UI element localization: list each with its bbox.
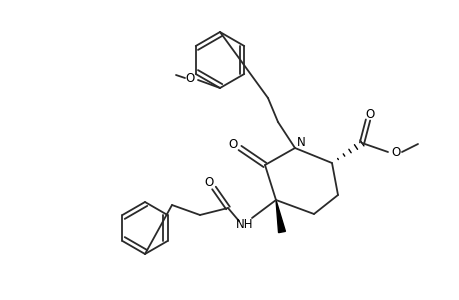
Text: N: N — [296, 136, 305, 149]
Text: O: O — [391, 146, 400, 158]
Text: NH: NH — [236, 218, 253, 232]
Text: O: O — [228, 137, 237, 151]
Text: O: O — [364, 109, 374, 122]
Text: O: O — [204, 176, 213, 190]
Polygon shape — [275, 200, 285, 233]
Text: O: O — [185, 71, 194, 85]
